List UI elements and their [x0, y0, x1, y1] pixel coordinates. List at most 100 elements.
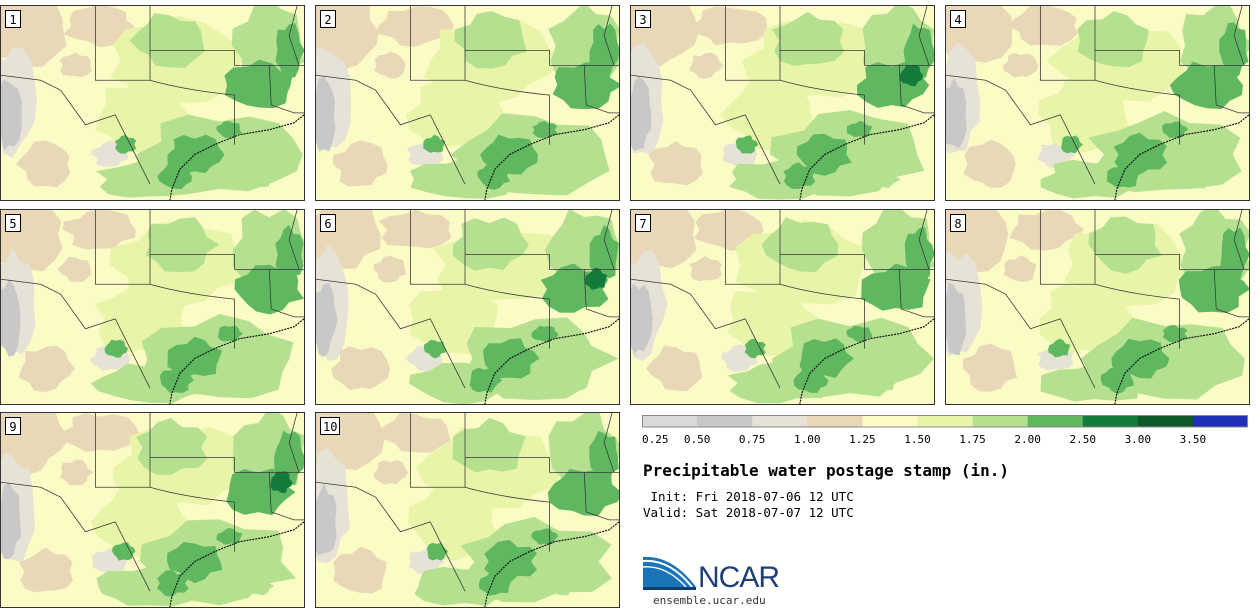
pw-region — [275, 23, 304, 79]
pw-region — [423, 134, 446, 153]
pw-region — [136, 417, 208, 475]
pw-region — [631, 76, 652, 151]
member-panel: 10 — [315, 412, 620, 608]
pw-region — [316, 282, 338, 357]
pw-region — [1002, 53, 1039, 78]
state-border — [603, 6, 615, 66]
pw-region — [331, 346, 391, 391]
pw-region — [744, 338, 766, 359]
member-panel: 9 — [0, 412, 305, 608]
pw-region — [589, 23, 619, 77]
colorbar-bin — [1137, 415, 1194, 427]
state-border — [288, 6, 300, 66]
pw-region — [864, 170, 901, 189]
pw-region — [1039, 282, 1135, 354]
pw-region — [1171, 374, 1211, 393]
pw-region — [1, 79, 22, 151]
pw-region — [690, 6, 767, 46]
pw-region — [1178, 170, 1218, 189]
pw-region — [552, 373, 588, 394]
pw-region — [793, 367, 829, 394]
pw-region — [18, 345, 76, 393]
map — [1, 210, 304, 404]
pw-region — [1169, 61, 1243, 109]
pw-region — [452, 217, 529, 271]
coastline — [484, 521, 619, 607]
map — [1, 413, 304, 607]
pw-region — [589, 431, 619, 488]
panel-label: 4 — [950, 10, 966, 28]
state-border — [779, 283, 865, 349]
colorbar-tick-label: 1.00 — [794, 433, 821, 446]
pw-region — [114, 134, 137, 154]
colorbar-tick-label: 3.00 — [1125, 433, 1152, 446]
colorbar-tick-label: 1.50 — [904, 433, 931, 446]
pw-region — [63, 6, 134, 48]
pw-region — [589, 224, 619, 280]
colorbar-bin — [807, 415, 863, 427]
state-border — [1213, 65, 1249, 114]
state-border — [288, 413, 300, 473]
colorbar-tick-label: 0.50 — [684, 433, 711, 446]
member-panel: 4 — [945, 5, 1250, 201]
pw-region — [541, 170, 579, 189]
pw-region — [59, 52, 92, 78]
state-border — [1039, 210, 1096, 285]
panel-label: 8 — [950, 214, 966, 232]
colorbar-tick-label: 1.25 — [849, 433, 876, 446]
pw-region — [1162, 324, 1188, 343]
state-border — [288, 210, 300, 270]
pw-region — [156, 569, 189, 597]
member-panel: 5 — [0, 209, 305, 405]
state-border — [898, 65, 934, 114]
pw-region — [217, 325, 244, 342]
pw-region — [689, 52, 724, 79]
map — [631, 6, 934, 200]
coastline — [799, 114, 934, 200]
pw-region — [720, 78, 815, 152]
state-border — [1095, 50, 1249, 66]
member-panel: 3 — [630, 5, 935, 201]
pw-region — [452, 417, 526, 473]
coastline — [484, 318, 619, 404]
state-border — [409, 210, 466, 285]
state-border — [918, 210, 930, 270]
map — [316, 210, 619, 404]
state-border — [409, 413, 466, 488]
pw-region — [378, 210, 452, 249]
pw-region — [157, 163, 192, 190]
map — [316, 413, 619, 607]
pw-region — [112, 542, 136, 561]
pw-region — [1, 482, 22, 560]
pw-region — [1220, 227, 1249, 282]
pw-region — [374, 51, 406, 79]
pw-region — [846, 120, 873, 138]
state-border — [1094, 79, 1180, 145]
valid-time: Valid: Sat 2018-07-07 12 UTC — [643, 505, 854, 520]
pw-region — [477, 163, 511, 190]
init-time: Init: Fri 2018-07-06 12 UTC — [643, 489, 854, 504]
colorbar-bin — [1027, 415, 1084, 427]
pw-region — [1106, 162, 1140, 188]
state-border — [149, 486, 235, 552]
pw-region — [332, 140, 388, 187]
panel-label: 7 — [635, 214, 651, 232]
pw-region — [771, 11, 845, 66]
pw-region — [1161, 121, 1189, 138]
pw-region — [860, 373, 898, 393]
coastline — [169, 521, 304, 607]
state-border — [583, 472, 619, 521]
pw-region — [1088, 216, 1162, 274]
colorbar-bin — [752, 415, 808, 427]
pw-region — [60, 459, 94, 486]
pw-region — [167, 542, 223, 584]
map — [631, 210, 934, 404]
pw-region — [645, 345, 703, 392]
panel-label: 2 — [320, 10, 336, 28]
coastline — [799, 318, 934, 404]
pw-region — [129, 13, 205, 69]
pw-region — [270, 471, 293, 494]
coastline — [169, 318, 304, 404]
pw-region — [648, 141, 703, 186]
map — [1, 6, 304, 200]
